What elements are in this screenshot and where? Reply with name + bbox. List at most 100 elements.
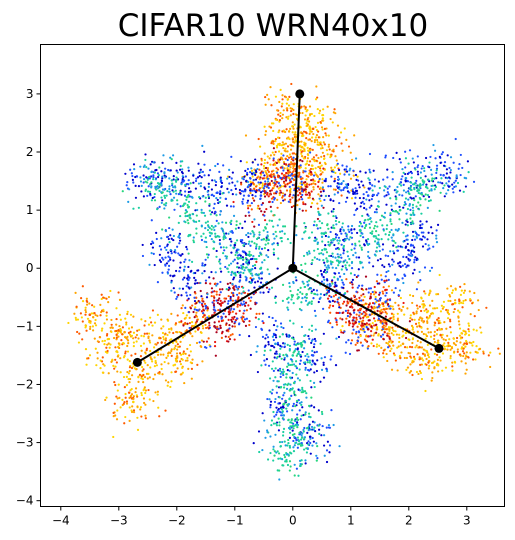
scatter-point: [339, 253, 342, 256]
scatter-point: [387, 254, 390, 258]
scatter-point: [263, 214, 266, 217]
scatter-point: [344, 292, 347, 295]
scatter-point: [296, 418, 300, 421]
scatter-point: [148, 339, 151, 342]
scatter-point: [248, 176, 252, 180]
scatter-point: [247, 297, 251, 300]
scatter-point: [220, 302, 223, 305]
scatter-point: [152, 174, 155, 177]
scatter-point: [259, 267, 262, 270]
scatter-point: [427, 178, 430, 181]
scatter-point: [174, 322, 178, 325]
scatter-point: [412, 197, 415, 200]
scatter-point: [175, 352, 179, 355]
scatter-point: [219, 267, 222, 270]
scatter-point: [391, 178, 394, 181]
scatter-point: [425, 183, 428, 186]
scatter-point: [350, 261, 354, 264]
scatter-point: [384, 154, 387, 157]
scatter-point: [334, 155, 337, 158]
scatter-point: [489, 365, 492, 369]
scatter-point: [308, 160, 312, 163]
scatter-point: [407, 198, 410, 201]
scatter-point: [367, 306, 370, 309]
scatter-point: [390, 312, 394, 315]
scatter-point: [212, 304, 216, 307]
scatter-point: [357, 336, 360, 339]
scatter-point: [392, 344, 395, 347]
scatter-point: [204, 258, 207, 261]
scatter-point: [353, 311, 356, 314]
scatter-point: [314, 183, 317, 186]
scatter-point: [332, 207, 335, 211]
scatter-point: [259, 197, 262, 200]
scatter-point: [203, 174, 206, 177]
scatter-point: [261, 202, 265, 205]
scatter-point: [366, 213, 369, 216]
scatter-point: [253, 218, 256, 221]
scatter-point: [479, 326, 482, 329]
scatter-point: [278, 478, 281, 481]
scatter-point: [352, 328, 355, 331]
scatter-point: [188, 259, 191, 262]
scatter-point: [262, 237, 266, 241]
scatter-point: [467, 324, 471, 327]
scatter-point: [283, 225, 287, 228]
scatter-point: [224, 255, 227, 258]
scatter-point: [402, 183, 405, 186]
scatter-point: [352, 254, 355, 257]
scatter-point: [299, 164, 302, 167]
scatter-point: [264, 363, 267, 366]
scatter-point: [241, 202, 244, 205]
scatter-point: [310, 202, 314, 205]
scatter-point: [317, 143, 321, 147]
scatter-point: [223, 300, 226, 303]
scatter-point: [132, 207, 135, 210]
scatter-point: [270, 392, 273, 395]
scatter-point: [327, 143, 331, 146]
scatter-point: [307, 149, 310, 152]
scatter-point: [301, 193, 304, 197]
scatter-point: [250, 182, 253, 186]
scatter-point: [227, 294, 230, 298]
scatter-point: [279, 186, 282, 189]
scatter-point: [178, 330, 181, 334]
scatter-point: [424, 337, 427, 340]
scatter-point: [264, 95, 267, 99]
scatter-point: [460, 347, 463, 350]
scatter-point: [466, 160, 469, 163]
scatter-point: [301, 386, 304, 389]
scatter-point: [357, 183, 360, 186]
scatter-point: [267, 186, 270, 190]
scatter-point: [308, 183, 311, 186]
scatter-point: [292, 402, 295, 405]
scatter-point: [315, 129, 319, 132]
scatter-point: [276, 243, 280, 247]
scatter-point: [417, 208, 421, 211]
scatter-point: [415, 288, 419, 291]
scatter-point: [246, 204, 250, 207]
scatter-point: [379, 297, 382, 300]
scatter-point: [187, 367, 190, 370]
scatter-point: [171, 184, 174, 187]
scatter-point: [179, 191, 182, 194]
scatter-point: [228, 238, 232, 241]
scatter-point: [385, 270, 388, 274]
scatter-point: [178, 287, 181, 290]
scatter-point: [361, 284, 364, 287]
scatter-point: [375, 211, 378, 214]
scatter-point: [402, 255, 405, 258]
scatter-point: [455, 174, 458, 177]
scatter-point: [220, 316, 224, 319]
scatter-point: [124, 396, 127, 399]
scatter-point: [274, 230, 277, 233]
scatter-point: [411, 230, 415, 233]
scatter-point: [448, 295, 452, 298]
scatter-point: [320, 194, 323, 197]
scatter-point: [453, 307, 456, 311]
scatter-point: [162, 338, 165, 341]
scatter-point: [140, 415, 143, 418]
scatter-point: [304, 299, 308, 302]
scatter-point: [293, 349, 296, 352]
scatter-point: [272, 248, 275, 251]
